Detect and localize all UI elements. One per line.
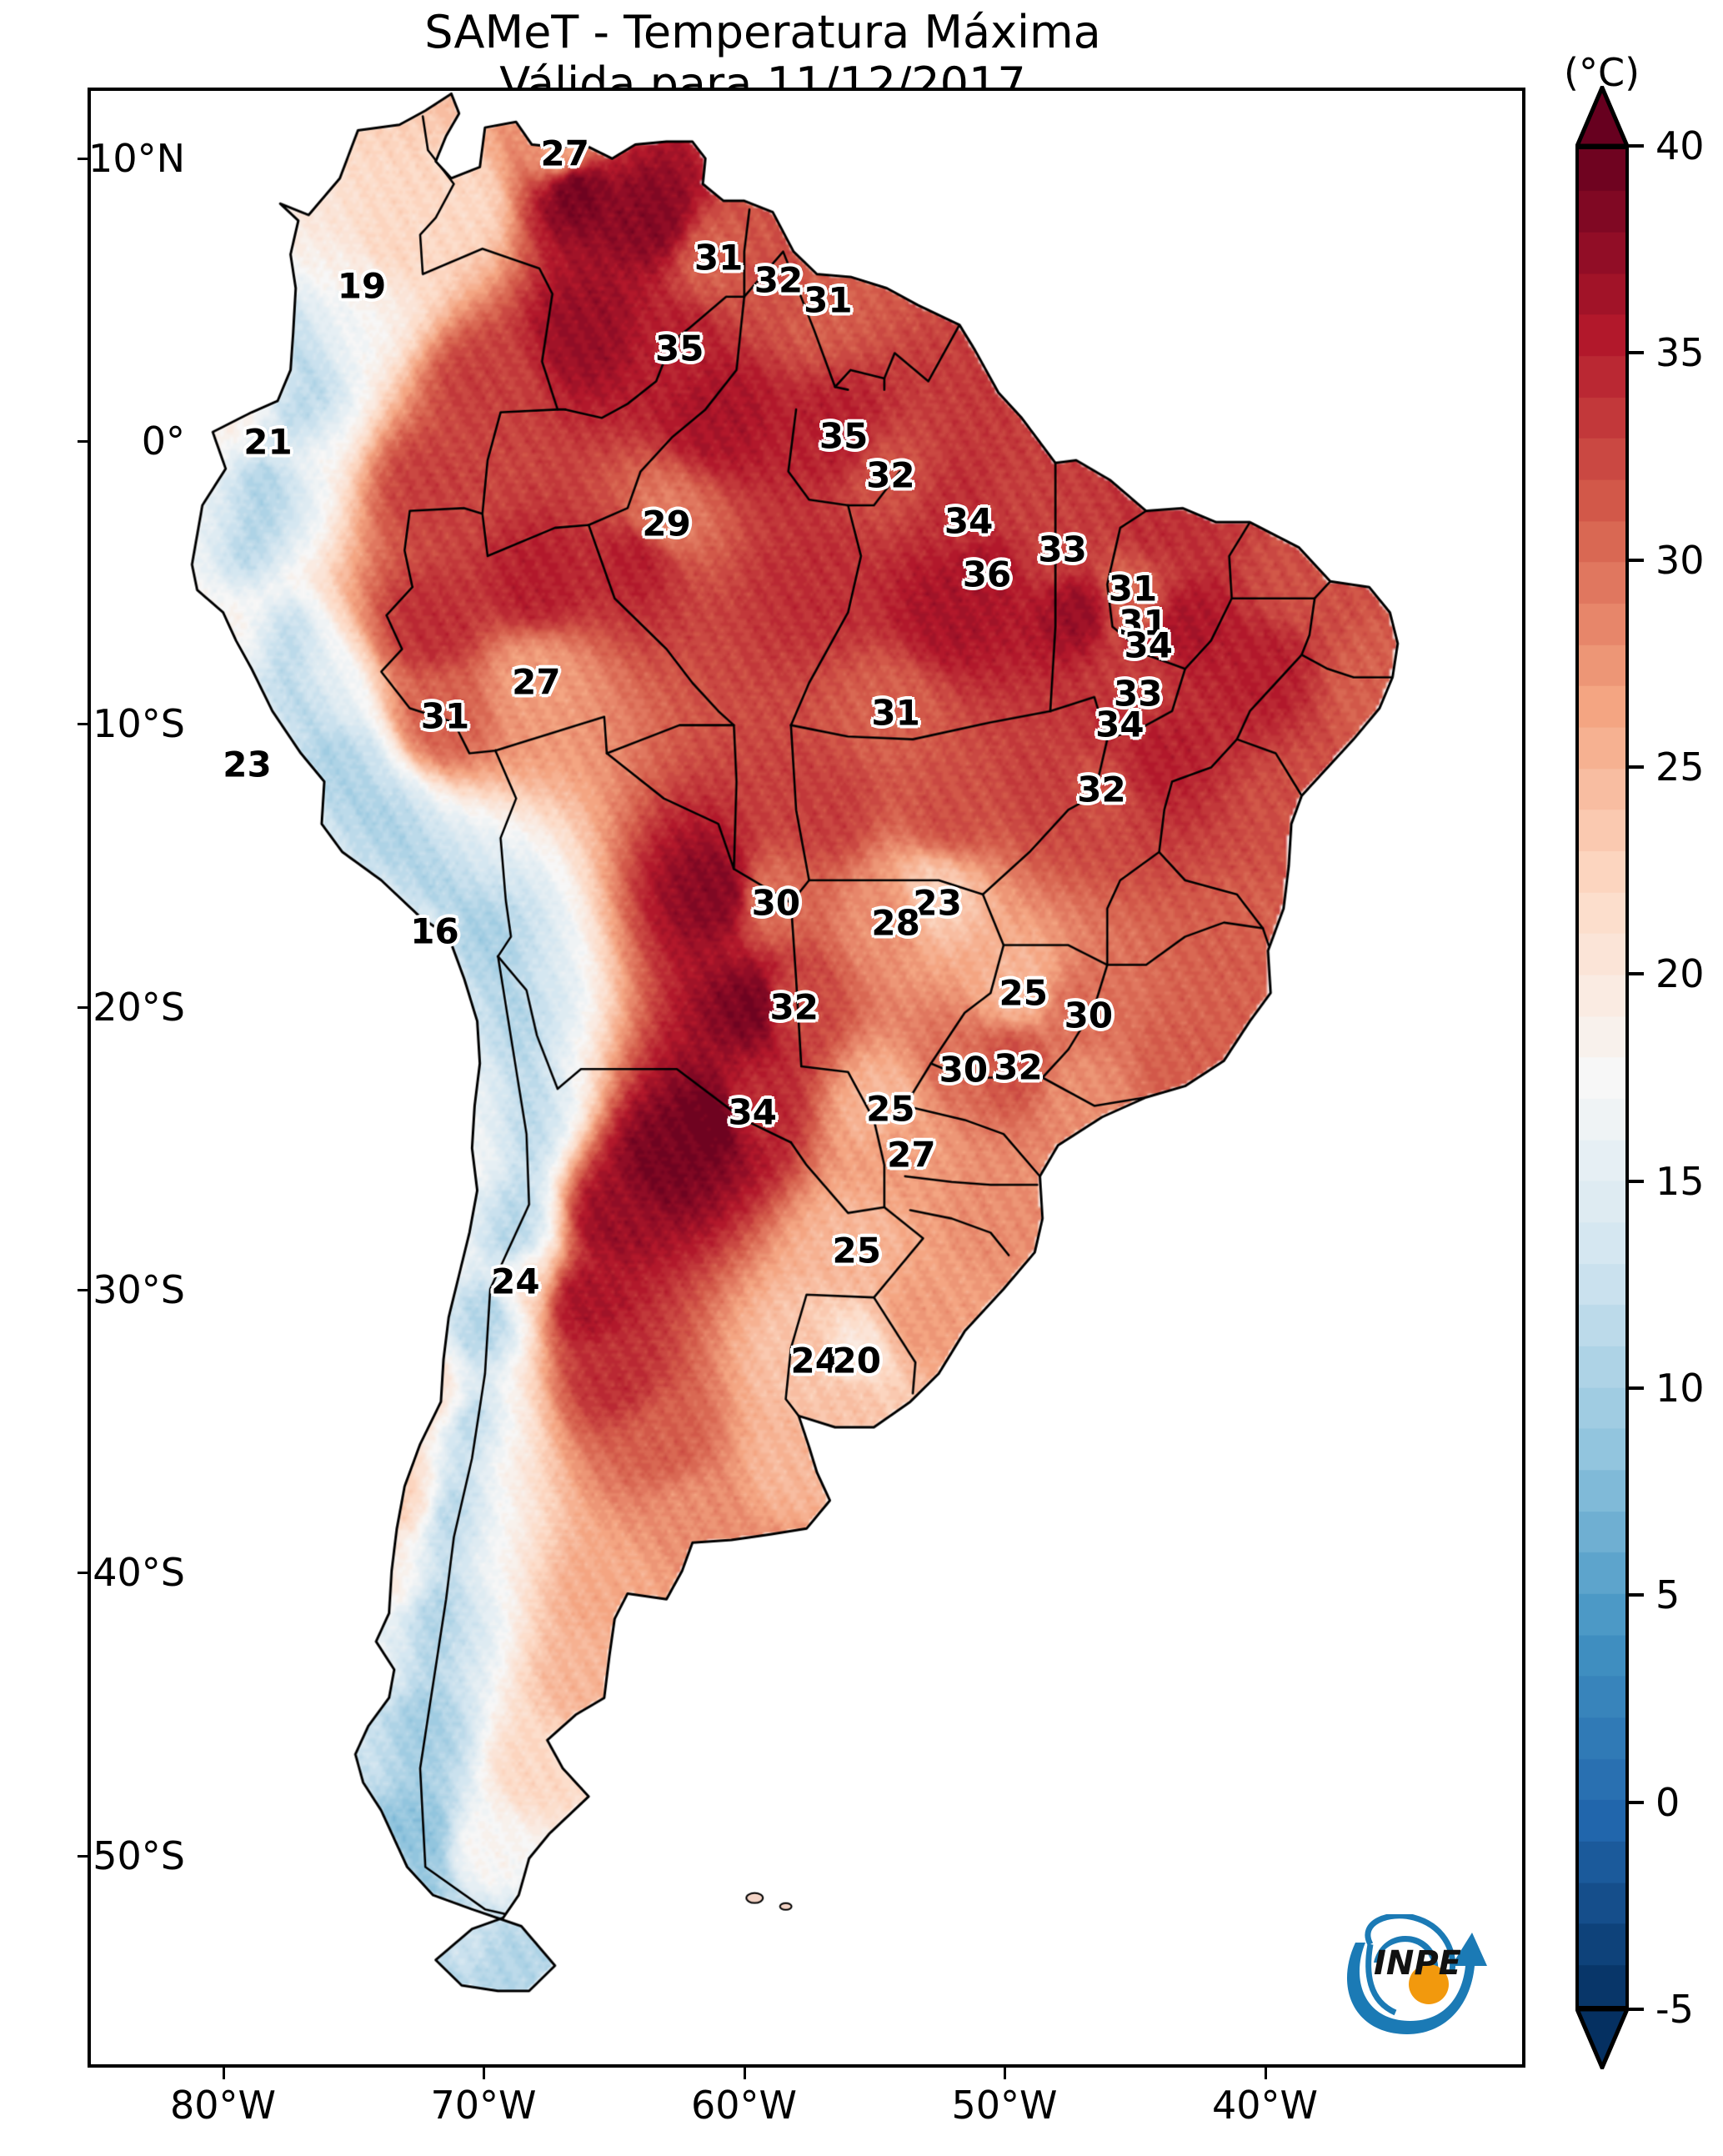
logo-arc-left (1365, 1943, 1397, 2016)
colorbar-tick-label-7: 5 (1655, 1572, 1680, 1618)
colorbar[interactable]: 40 35 30 25 20 15 10 5 0 -5 (1575, 86, 1705, 2069)
x-tick-label-0: 80°W (169, 2083, 277, 2128)
y-tick-label-0: 10°N (88, 135, 185, 181)
y-tickmark (78, 723, 91, 726)
y-tick-label-3: 20°S (93, 984, 185, 1030)
colorbar-tickmark (1629, 972, 1644, 976)
y-tickmark (78, 157, 91, 160)
chart-title: SAMeT - Temperatura Máxima Válida para 1… (0, 7, 1525, 110)
colorbar-tick-label-6: 10 (1655, 1366, 1705, 1411)
colorbar-tick-label-2: 30 (1655, 537, 1705, 583)
y-tickmark (78, 1572, 91, 1575)
y-tick-label-1: 0° (141, 419, 185, 464)
colorbar-tick-label-0: 40 (1655, 123, 1705, 168)
x-tickmark (743, 2066, 746, 2079)
colorbar-tick-label-9: -5 (1655, 1987, 1694, 2032)
logo-orange-dot (1409, 1964, 1449, 2004)
y-tickmark (78, 1288, 91, 1291)
x-tick-label-2: 60°W (690, 2083, 798, 2128)
y-tickmark (78, 1854, 91, 1858)
colorbar-tickmark (1629, 144, 1644, 148)
colorbar-tickmark (1629, 558, 1644, 562)
colorbar-gradient (1579, 149, 1625, 2006)
colorbar-tick-label-3: 25 (1655, 745, 1705, 790)
x-tickmark (1004, 2066, 1006, 2079)
temperature-heatmap (91, 91, 1522, 2064)
colorbar-tickmark (1629, 2008, 1644, 2011)
y-tick-label-6: 50°S (93, 1833, 185, 1878)
colorbar-extend-bottom-arrow (1575, 2008, 1629, 2069)
colorbar-tickmark (1629, 351, 1644, 355)
colorbar-tick-label-4: 20 (1655, 951, 1705, 997)
logo-swoosh (1346, 1933, 1487, 2034)
x-tickmark (483, 2066, 485, 2079)
logo-wordmark: INPE (1374, 1944, 1461, 1983)
x-tick-label-4: 40°W (1211, 2083, 1319, 2128)
colorbar-tick-label-8: 0 (1655, 1779, 1680, 1825)
colorbar-tickmark (1629, 1593, 1644, 1597)
y-tick-label-4: 30°S (93, 1266, 185, 1312)
colorbar-tickmark (1629, 1179, 1644, 1183)
inpe-logo: INPE (1340, 1914, 1487, 2048)
x-tickmark (1264, 2066, 1267, 2079)
colorbar-tick-label-5: 15 (1655, 1158, 1705, 1204)
x-tickmark (222, 2066, 225, 2079)
colorbar-tickmark (1629, 1800, 1644, 1804)
colorbar-tick-label-1: 35 (1655, 330, 1705, 376)
colorbar-tickmark (1629, 765, 1644, 769)
colorbar-extend-top-arrow (1575, 86, 1629, 148)
y-tick-label-2: 10°S (93, 701, 185, 747)
y-tickmark (78, 1005, 91, 1009)
y-tick-label-5: 40°S (93, 1550, 185, 1596)
x-tick-label-3: 50°W (951, 2083, 1058, 2128)
x-tick-label-1: 70°W (430, 2083, 537, 2128)
colorbar-body (1575, 146, 1629, 2009)
colorbar-tickmark (1629, 1386, 1644, 1390)
y-tickmark (78, 440, 91, 444)
map-plot-area: 27 19 31 32 31 35 21 35 32 34 29 33 36 31 31 34 27 33 31 31… (88, 88, 1525, 2068)
logo-arc-outer (1365, 1914, 1456, 1972)
title-line-1: SAMeT - Temperatura Máxima (424, 6, 1101, 58)
